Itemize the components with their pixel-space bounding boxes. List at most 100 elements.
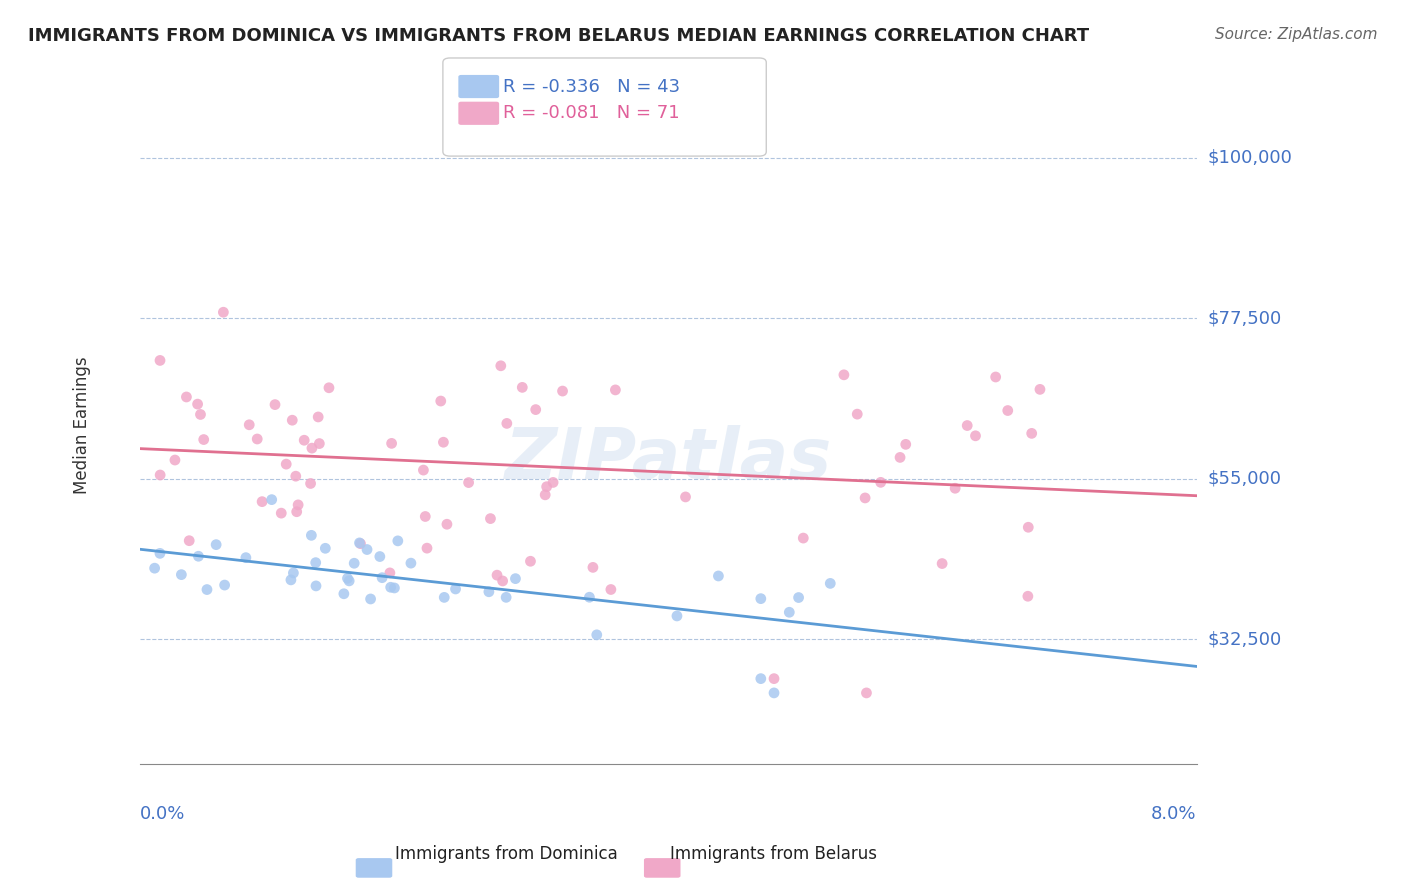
Point bbox=[149, 353, 172, 368]
Point bbox=[314, 541, 336, 556]
Point bbox=[1021, 426, 1043, 441]
Text: ZIPatlas: ZIPatlas bbox=[505, 425, 832, 493]
Point bbox=[187, 397, 209, 411]
Point bbox=[301, 441, 323, 455]
Point bbox=[149, 546, 172, 560]
Point bbox=[287, 498, 309, 512]
Point bbox=[212, 305, 235, 319]
Text: $55,000: $55,000 bbox=[1208, 470, 1282, 488]
Point bbox=[163, 453, 186, 467]
Point bbox=[763, 672, 786, 686]
Point bbox=[214, 578, 236, 592]
Point bbox=[284, 469, 307, 483]
Point bbox=[307, 409, 329, 424]
Point bbox=[956, 418, 979, 433]
Point bbox=[707, 569, 730, 583]
Point bbox=[360, 591, 382, 606]
Point bbox=[413, 509, 436, 524]
Point bbox=[763, 686, 786, 700]
Text: 8.0%: 8.0% bbox=[1152, 805, 1197, 823]
Point bbox=[749, 591, 772, 606]
Point bbox=[238, 417, 260, 432]
Point bbox=[412, 463, 434, 477]
Point bbox=[380, 580, 402, 594]
Text: Immigrants from Belarus: Immigrants from Belarus bbox=[669, 846, 877, 863]
Point bbox=[356, 542, 378, 557]
Point bbox=[176, 390, 198, 404]
Point bbox=[787, 591, 810, 605]
Point bbox=[536, 480, 558, 494]
Point bbox=[665, 609, 688, 624]
Point bbox=[524, 101, 547, 115]
Point bbox=[846, 407, 869, 421]
Point bbox=[384, 581, 406, 595]
Point bbox=[869, 475, 891, 490]
Point bbox=[1017, 520, 1039, 534]
Text: R = -0.336   N = 43: R = -0.336 N = 43 bbox=[503, 78, 681, 95]
Text: R = -0.081   N = 71: R = -0.081 N = 71 bbox=[503, 104, 681, 122]
Point bbox=[855, 686, 877, 700]
Point bbox=[578, 591, 600, 605]
Point bbox=[170, 567, 193, 582]
Point bbox=[205, 538, 228, 552]
Point bbox=[853, 491, 876, 505]
Point bbox=[585, 628, 607, 642]
Point bbox=[605, 383, 627, 397]
Text: $77,500: $77,500 bbox=[1208, 310, 1282, 327]
Point bbox=[387, 533, 409, 548]
Point bbox=[478, 584, 501, 599]
Point bbox=[195, 582, 218, 597]
Point bbox=[551, 384, 574, 398]
Point bbox=[997, 403, 1019, 417]
Point bbox=[491, 574, 513, 588]
Point bbox=[292, 434, 315, 448]
Point bbox=[305, 579, 328, 593]
Point bbox=[894, 437, 917, 451]
Point bbox=[349, 536, 371, 550]
Point bbox=[416, 541, 439, 556]
Point bbox=[534, 488, 557, 502]
Point bbox=[505, 572, 527, 586]
Point bbox=[381, 436, 404, 450]
Text: Source: ZipAtlas.com: Source: ZipAtlas.com bbox=[1215, 27, 1378, 42]
Point bbox=[264, 398, 287, 412]
Point bbox=[399, 556, 422, 570]
Point bbox=[250, 494, 273, 508]
Point bbox=[582, 560, 605, 574]
Point bbox=[270, 506, 292, 520]
Point bbox=[479, 511, 502, 525]
Point bbox=[675, 490, 697, 504]
Point bbox=[889, 450, 911, 465]
Point bbox=[495, 417, 517, 431]
Point bbox=[299, 528, 322, 542]
Point bbox=[510, 380, 533, 394]
Point bbox=[489, 359, 512, 373]
Point bbox=[429, 394, 451, 409]
Text: IMMIGRANTS FROM DOMINICA VS IMMIGRANTS FROM BELARUS MEDIAN EARNINGS CORRELATION : IMMIGRANTS FROM DOMINICA VS IMMIGRANTS F… bbox=[28, 27, 1090, 45]
Point bbox=[1017, 589, 1039, 603]
Point bbox=[519, 554, 541, 568]
Point bbox=[749, 672, 772, 686]
Point bbox=[281, 413, 304, 427]
Point bbox=[820, 576, 842, 591]
Point bbox=[378, 566, 401, 580]
Point bbox=[336, 571, 359, 585]
Point bbox=[260, 492, 283, 507]
Point bbox=[457, 475, 479, 490]
Point bbox=[984, 370, 1007, 384]
Point bbox=[179, 533, 201, 548]
Point bbox=[1029, 383, 1052, 397]
Text: Immigrants from Dominica: Immigrants from Dominica bbox=[395, 846, 617, 863]
Point bbox=[792, 531, 814, 545]
Point bbox=[333, 587, 356, 601]
Point bbox=[299, 476, 322, 491]
Point bbox=[149, 468, 172, 483]
Point bbox=[778, 605, 800, 619]
Point bbox=[965, 429, 987, 443]
Point bbox=[187, 549, 209, 564]
Point bbox=[308, 436, 330, 450]
Point bbox=[495, 591, 517, 605]
Point bbox=[246, 432, 269, 446]
Point bbox=[832, 368, 855, 382]
Point bbox=[193, 433, 215, 447]
